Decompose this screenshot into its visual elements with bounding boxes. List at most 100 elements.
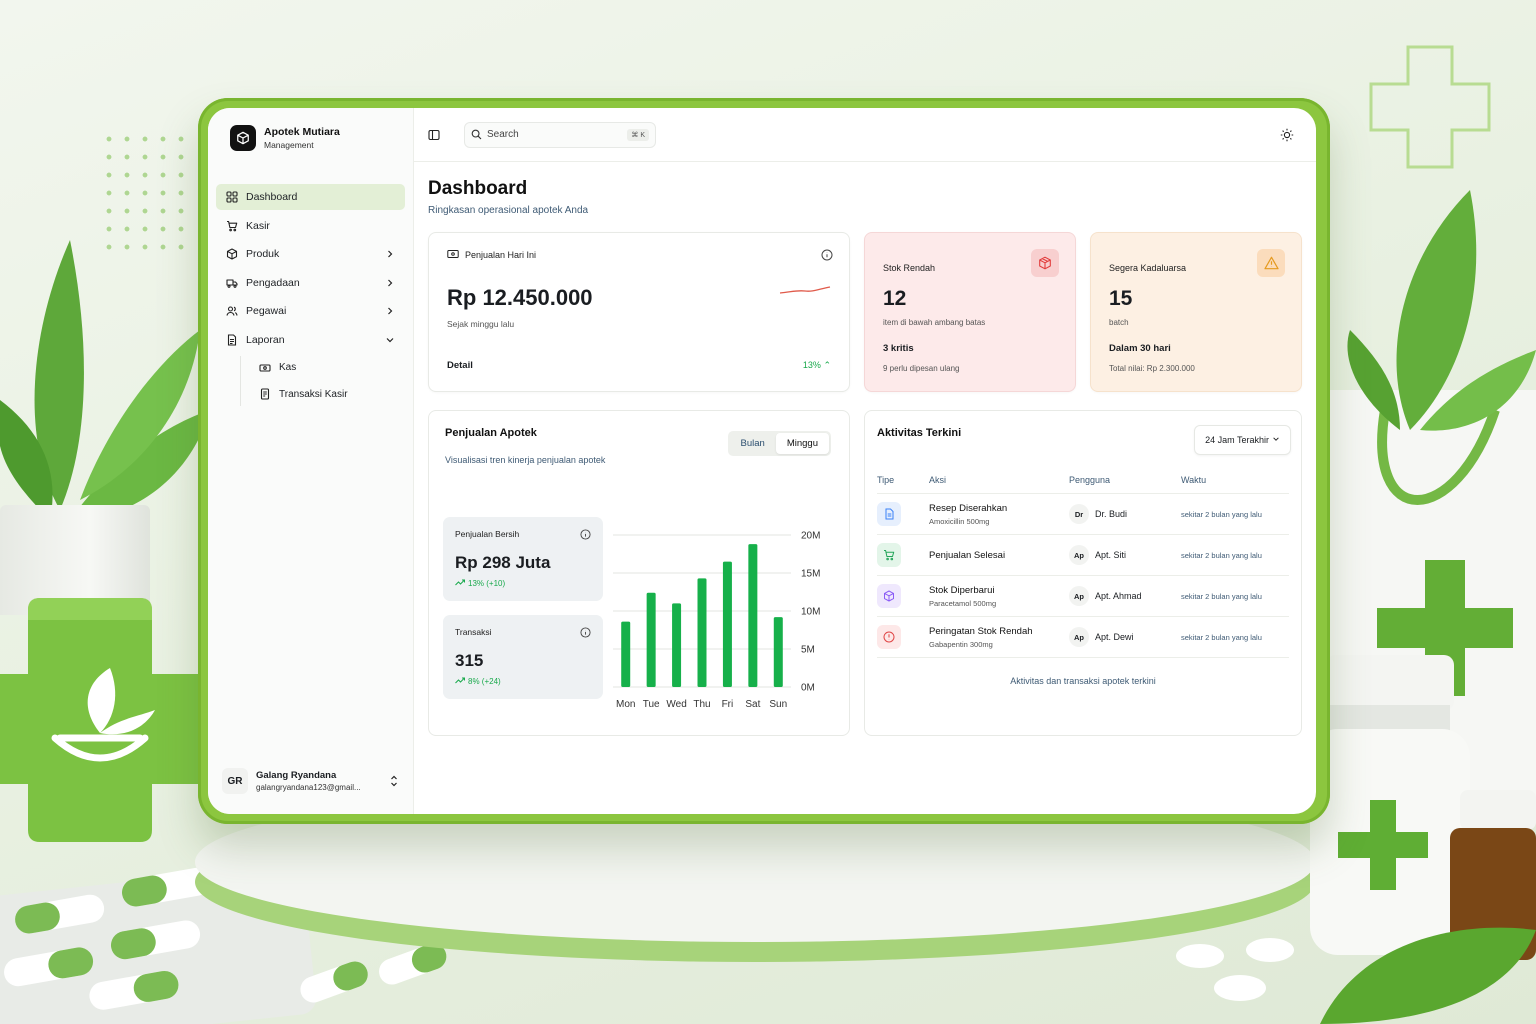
chart-bar-mon[interactable] [621, 621, 631, 687]
warning-triangle-icon [1257, 249, 1285, 277]
sales-bar-chart: 20M 15M 10M 5M 0M Mon Tue Wed Thu Fri Sat Sun [613, 531, 820, 710]
user-name: Dr. Budi [1095, 509, 1128, 519]
sidebar-item-label: Transaksi Kasir [279, 388, 348, 400]
tab-minggu[interactable]: Minggu [775, 433, 829, 454]
total-value: Total nilai: Rp 2.300.000 [1109, 364, 1195, 373]
sidebar-item-label: Dashboard [246, 191, 298, 203]
action-cell: Resep Diserahkan Amoxicillin 500mg [929, 503, 1069, 526]
info-icon[interactable] [580, 529, 591, 540]
sidebar-nav: Dashboard Kasir Produk Pengadaan [208, 184, 413, 407]
chart-bar-wed[interactable] [672, 603, 682, 687]
search-input[interactable]: Search ⌘ K [464, 121, 656, 148]
card-low-stock[interactable]: Stok Rendah 12 item di bawah ambang bata… [864, 232, 1076, 392]
sidebar-item-pengadaan[interactable]: Pengadaan [216, 270, 405, 296]
table-row[interactable]: Resep Diserahkan Amoxicillin 500mg Dr Dr. … [877, 494, 1289, 535]
chevron-right-icon [385, 278, 395, 288]
sun-icon[interactable] [1280, 128, 1294, 142]
table-row[interactable]: Penjualan Selesai Ap Apt. Siti sekitar 2 … [877, 535, 1289, 576]
brand[interactable]: Apotek Mutiara Management [208, 124, 413, 152]
time-range-select[interactable]: 24 Jam Terakhir [1194, 425, 1291, 455]
card-note: batch [1109, 318, 1129, 327]
time-cell: sekitar 2 bulan yang lalu [1181, 509, 1262, 519]
sidebar-item-produk[interactable]: Produk [216, 241, 405, 267]
mini-trend: 13% (+10) [455, 579, 591, 588]
table-row[interactable]: Peringatan Stok Rendah Gabapentin 300mg A… [877, 617, 1289, 658]
user-name: Apt. Dewi [1095, 632, 1134, 642]
action-title: Resep Diserahkan [929, 502, 1008, 514]
change-percent: 13% ⌃ [803, 360, 831, 371]
detail-link[interactable]: Detail [447, 360, 473, 371]
sidebar-subitem-transaksi-kasir[interactable]: Transaksi Kasir [249, 382, 405, 406]
user-cell: Dr Dr. Budi [1069, 504, 1181, 524]
card-expiring[interactable]: Segera Kadaluarsa 15 batch Dalam 30 hari… [1090, 232, 1302, 392]
brand-subtitle: Management [264, 140, 314, 150]
action-title: Penjualan Selesai [929, 549, 1006, 561]
sidebar-item-label: Kasir [246, 219, 270, 232]
y-tick-label: 0M [801, 683, 815, 694]
chart-bar-tue[interactable] [646, 592, 656, 687]
card-note: item di bawah ambang batas [883, 318, 986, 327]
card-value: Rp 12.450.000 [447, 285, 593, 310]
transactions-card[interactable]: Transaksi 315 8% (+24) [443, 615, 603, 699]
page-subtitle: Ringkasan operasional apotek Anda [428, 205, 589, 216]
reorder-note: 9 perlu dipesan ulang [883, 364, 960, 373]
cart-icon [877, 543, 901, 567]
display-stage-decoration [195, 790, 1315, 962]
column-header: Aksi [929, 475, 947, 485]
sales-panel: Penjualan Apotek Visualisasi tren kinerj… [428, 410, 850, 736]
user-menu[interactable]: GR Galang Ryandana galangryandana123@gma… [222, 768, 399, 794]
cash-icon [447, 249, 459, 261]
sidebar-item-dashboard[interactable]: Dashboard [216, 184, 405, 210]
mini-value: Rp 298 Juta [455, 553, 551, 572]
user-email: galangryandana123@gmail... [256, 783, 361, 792]
brand-logo-icon [230, 125, 256, 151]
x-tick-label: Thu [693, 699, 710, 710]
sidebar-item-kasir[interactable]: Kasir [216, 213, 405, 239]
trending-up-icon [455, 579, 465, 588]
chevrons-up-down-icon[interactable] [389, 774, 399, 788]
green-cross-logo-decoration [0, 598, 222, 842]
table-row[interactable]: Stok Diperbarui Paracetamol 500mg Ap Apt. … [877, 576, 1289, 617]
chart-bar-sun[interactable] [773, 617, 783, 687]
search-placeholder: Search [487, 129, 519, 140]
user-badge: Ap [1069, 627, 1089, 647]
time-cell: sekitar 2 bulan yang lalu [1181, 591, 1262, 601]
sidebar-item-laporan[interactable]: Laporan [216, 327, 405, 353]
lower-row: Penjualan Apotek Visualisasi tren kinerj… [428, 410, 1302, 736]
action-title: Peringatan Stok Rendah [929, 625, 1033, 637]
mini-label: Penjualan Bersih [455, 529, 520, 539]
action-cell: Stok Diperbarui Paracetamol 500mg [929, 585, 1069, 608]
card-label-row: Penjualan Hari Ini [447, 249, 831, 261]
search-icon [471, 129, 482, 140]
column-header: Waktu [1181, 475, 1207, 485]
sidebar-subitem-kas[interactable]: Kas [249, 356, 405, 380]
sidebar-item-pegawai[interactable]: Pegawai [216, 298, 405, 324]
panel-title: Penjualan Apotek [445, 427, 537, 439]
card-today-sales[interactable]: Penjualan Hari Ini Rp 12.450.000 Sejak m… [428, 232, 850, 392]
x-tick-label: Tue [643, 699, 660, 710]
grid-icon [226, 191, 238, 203]
users-icon [226, 305, 238, 317]
panel-subtitle: Visualisasi tren kinerja penjualan apote… [445, 455, 606, 465]
y-tick-label: 5M [801, 645, 815, 656]
tab-bulan[interactable]: Bulan [740, 438, 765, 449]
time-cell: sekitar 2 bulan yang lalu [1181, 550, 1262, 560]
critical-count: 3 kritis [883, 343, 914, 354]
net-sales-card[interactable]: Penjualan Bersih Rp 298 Juta 13% (+10) [443, 517, 603, 601]
outline-cross-decoration [1369, 45, 1491, 169]
chart-bar-fri[interactable] [722, 561, 732, 687]
info-icon[interactable] [580, 627, 591, 638]
card-label: Stok Rendah [883, 263, 936, 273]
info-icon[interactable] [821, 249, 833, 261]
plant-left-decoration [0, 240, 210, 520]
chart-bar-thu[interactable] [697, 578, 707, 687]
brand-title: Apotek Mutiara [264, 126, 340, 138]
action-title: Stok Diperbarui [929, 584, 995, 596]
medicine-bottle-decoration [1310, 655, 1470, 955]
type-cell [877, 625, 929, 649]
alert-circle-icon [877, 625, 901, 649]
chart-bar-sat[interactable] [748, 544, 758, 687]
page-title: Dashboard [428, 178, 528, 199]
user-badge: Dr [1069, 504, 1089, 524]
sidebar-toggle-icon[interactable] [428, 129, 440, 141]
